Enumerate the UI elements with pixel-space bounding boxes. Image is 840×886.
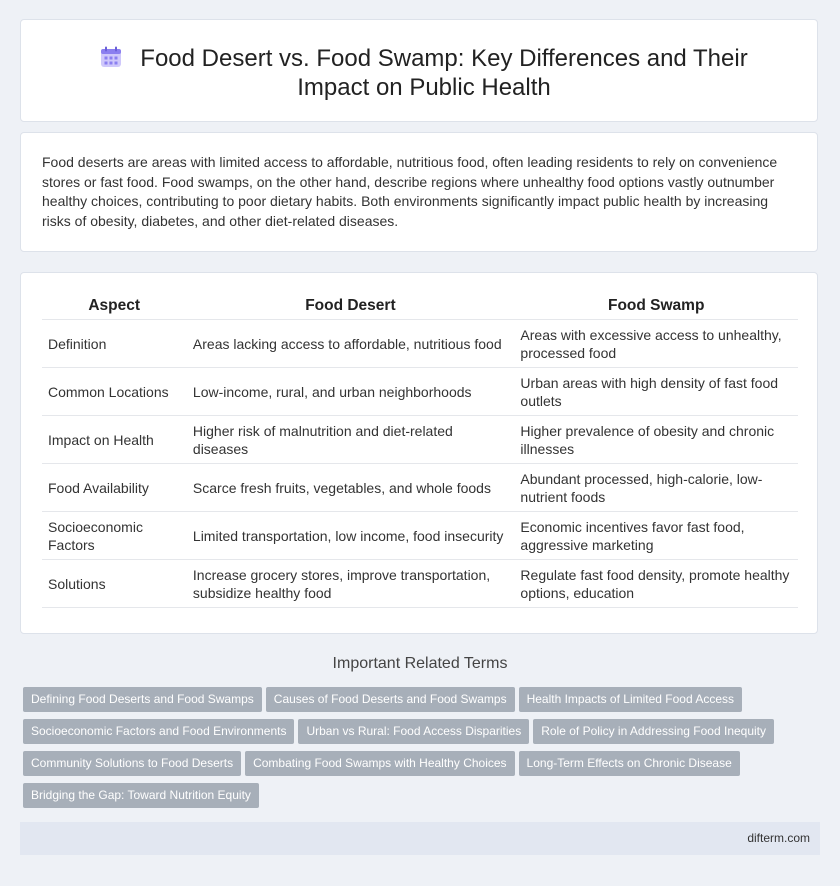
related-term-tag[interactable]: Bridging the Gap: Toward Nutrition Equit… bbox=[23, 783, 259, 808]
row-aspect: Impact on Health bbox=[42, 415, 187, 464]
row-food-desert: Scarce fresh fruits, vegetables, and who… bbox=[186, 463, 515, 512]
footer: difterm.com bbox=[20, 822, 820, 855]
row-aspect: Food Availability bbox=[42, 463, 187, 512]
row-food-desert: Higher risk of malnutrition and diet-rel… bbox=[186, 415, 515, 464]
footer-site-link[interactable]: difterm.com bbox=[747, 831, 810, 845]
row-food-desert: Limited transportation, low income, food… bbox=[186, 511, 515, 560]
row-aspect: Socioeconomic Factors bbox=[42, 511, 187, 560]
table-row: Food Availability Scarce fresh fruits, v… bbox=[42, 463, 798, 512]
row-food-swamp: Higher prevalence of obesity and chronic… bbox=[514, 415, 798, 464]
page-title-text: Food Desert vs. Food Swamp: Key Differen… bbox=[140, 45, 748, 101]
row-aspect: Solutions bbox=[42, 559, 187, 608]
related-term-tag[interactable]: Role of Policy in Addressing Food Inequi… bbox=[533, 719, 775, 744]
row-food-swamp: Urban areas with high density of fast fo… bbox=[514, 367, 798, 416]
comparison-card: Aspect Food Desert Food Swamp Definition… bbox=[20, 272, 818, 634]
row-food-swamp: Abundant processed, high-calorie, low-nu… bbox=[514, 463, 798, 512]
page-title: Food Desert vs. Food Swamp: Key Differen… bbox=[61, 44, 787, 102]
table-header-row: Aspect Food Desert Food Swamp bbox=[42, 295, 798, 320]
calendar-grid-icon bbox=[101, 46, 122, 67]
related-term-tag[interactable]: Health Impacts of Limited Food Access bbox=[518, 687, 742, 712]
related-term-tag[interactable]: Urban vs Rural: Food Access Disparities bbox=[298, 719, 530, 744]
row-aspect: Common Locations bbox=[42, 367, 187, 416]
related-term-tag[interactable]: Combating Food Swamps with Healthy Choic… bbox=[245, 751, 515, 776]
header-food-swamp: Food Swamp bbox=[514, 295, 798, 320]
row-food-desert: Increase grocery stores, improve transpo… bbox=[186, 559, 515, 608]
related-term-tag[interactable]: Defining Food Deserts and Food Swamps bbox=[23, 687, 262, 712]
header-food-desert: Food Desert bbox=[186, 295, 515, 320]
comparison-table: Aspect Food Desert Food Swamp Definition… bbox=[42, 295, 798, 608]
related-terms-list: Defining Food Deserts and Food Swamps Cau… bbox=[23, 687, 803, 815]
row-aspect: Definition bbox=[42, 319, 187, 368]
table-row: Socioeconomic Factors Limited transporta… bbox=[42, 511, 798, 560]
intro-card: Food deserts are areas with limited acce… bbox=[20, 132, 818, 252]
related-term-tag[interactable]: Community Solutions to Food Deserts bbox=[23, 751, 242, 776]
row-food-swamp: Regulate fast food density, promote heal… bbox=[514, 559, 798, 608]
related-term-tag[interactable]: Causes of Food Deserts and Food Swamps bbox=[265, 687, 515, 712]
header-aspect: Aspect bbox=[42, 295, 187, 320]
row-food-swamp: Areas with excessive access to unhealthy… bbox=[514, 319, 798, 368]
intro-paragraph: Food deserts are areas with limited acce… bbox=[42, 154, 778, 229]
table-row: Common Locations Low-income, rural, and … bbox=[42, 367, 798, 416]
row-food-swamp: Economic incentives favor fast food, agg… bbox=[514, 511, 798, 560]
title-card: Food Desert vs. Food Swamp: Key Differen… bbox=[20, 19, 818, 122]
related-term-tag[interactable]: Long-Term Effects on Chronic Disease bbox=[518, 751, 740, 776]
row-food-desert: Low-income, rural, and urban neighborhoo… bbox=[186, 367, 515, 416]
table-row: Impact on Health Higher risk of malnutri… bbox=[42, 415, 798, 464]
table-row: Definition Areas lacking access to affor… bbox=[42, 319, 798, 368]
table-row: Solutions Increase grocery stores, impro… bbox=[42, 559, 798, 608]
related-term-tag[interactable]: Socioeconomic Factors and Food Environme… bbox=[23, 719, 295, 744]
row-food-desert: Areas lacking access to affordable, nutr… bbox=[186, 319, 515, 368]
related-terms-heading: Important Related Terms bbox=[332, 655, 508, 672]
